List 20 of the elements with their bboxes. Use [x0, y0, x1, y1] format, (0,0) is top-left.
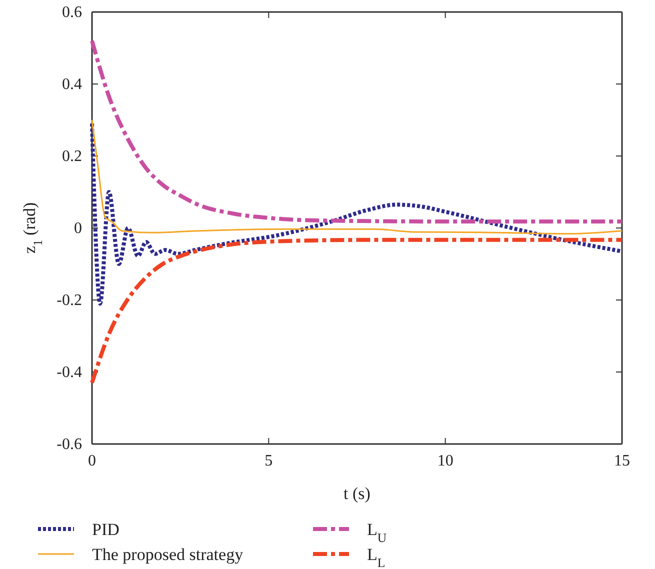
legend-label: The proposed strategy: [92, 545, 244, 564]
legend-label: PID: [92, 520, 120, 539]
y-tick-label: -0.6: [56, 436, 82, 454]
x-tick-label: 5: [264, 452, 273, 470]
x-tick-label: 10: [437, 452, 454, 470]
y-tick-label: 0.6: [62, 4, 82, 22]
y-tick-label: 0.4: [62, 76, 82, 94]
legend-label: L$_{L}$: [367, 545, 386, 569]
line-series: [90, 238, 624, 385]
line-series: [90, 122, 624, 306]
x-tick-label: 0: [88, 452, 96, 470]
y-tick-label: 0.2: [62, 148, 82, 166]
line-series: [90, 38, 624, 224]
y-tick-label: -0.4: [56, 364, 82, 382]
y-tick-label: 0: [74, 220, 82, 238]
y-tick-label: -0.2: [56, 292, 82, 310]
line-series: [91, 119, 623, 235]
legend-label: L$_{U}$: [367, 520, 387, 545]
x-axis-title: t (s): [344, 484, 370, 503]
x-tick-label: 15: [614, 452, 630, 470]
